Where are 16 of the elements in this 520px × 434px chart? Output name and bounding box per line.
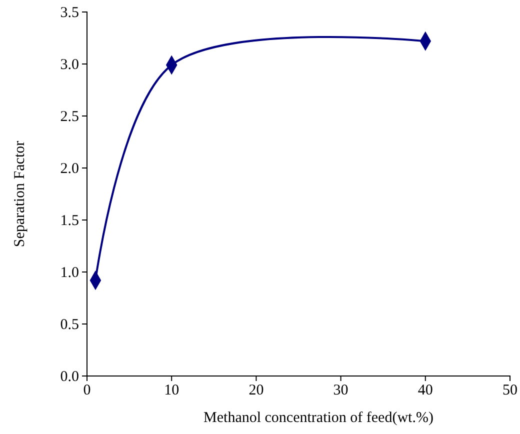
y-tick-label: 0.5 bbox=[60, 316, 79, 333]
x-tick-label: 30 bbox=[333, 382, 348, 399]
x-tick-label: 10 bbox=[164, 382, 180, 399]
x-tick-label: 0 bbox=[83, 382, 91, 399]
y-tick-label: 2.5 bbox=[60, 108, 79, 125]
x-tick-label: 20 bbox=[248, 382, 264, 399]
x-tick-label: 50 bbox=[502, 382, 518, 399]
x-axis-title: Methanol concentration of feed(wt.%) bbox=[204, 410, 434, 426]
y-tick-label: 1.5 bbox=[60, 212, 79, 229]
y-axis-title: Separation Factor bbox=[12, 140, 28, 248]
y-tick-label: 3.5 bbox=[60, 4, 79, 21]
x-tick-label: 40 bbox=[418, 382, 433, 399]
y-tick-label: 2.0 bbox=[60, 160, 79, 177]
y-tick-label: 1.0 bbox=[60, 264, 79, 281]
y-tick-label: 0.0 bbox=[60, 368, 79, 385]
y-tick-label: 3.0 bbox=[60, 56, 79, 73]
